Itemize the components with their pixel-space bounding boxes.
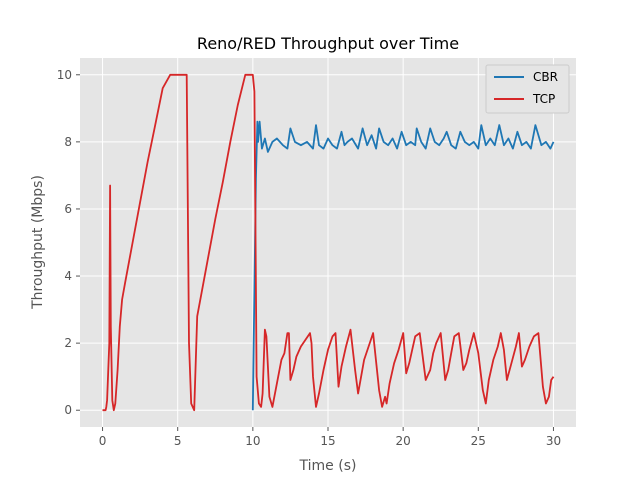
y-tick-label: 10 (57, 68, 72, 82)
x-tick-label: 20 (396, 434, 411, 448)
y-tick-label: 2 (64, 336, 72, 350)
x-tick-label: 5 (174, 434, 182, 448)
y-axis-label: Throughput (Mbps) (30, 175, 46, 310)
legend-label-cbr: CBR (533, 70, 558, 84)
x-tick-label: 0 (99, 434, 107, 448)
x-tick-label: 15 (320, 434, 335, 448)
series-line-tcp (102, 73, 555, 412)
y-tick-label: 0 (64, 403, 72, 417)
legend: CBR TCP (485, 64, 570, 114)
series-line-cbr (251, 120, 555, 411)
legend-label-tcp: TCP (532, 92, 555, 106)
chart-title: Reno/RED Throughput over Time (197, 34, 459, 53)
y-tick-label: 6 (64, 202, 72, 216)
y-tick-label: 8 (64, 135, 72, 149)
series-layer (102, 73, 555, 412)
y-tick-label: 4 (64, 269, 72, 283)
grid-lines (80, 58, 576, 427)
x-axis-label: Time (s) (299, 458, 357, 474)
x-tick-label: 25 (471, 434, 486, 448)
x-tick-label: 30 (546, 434, 561, 448)
y-axis-ticks: 0 2 4 6 8 10 (57, 68, 80, 417)
x-tick-label: 10 (245, 434, 260, 448)
x-axis-ticks: 0 5 10 15 20 25 30 (99, 427, 561, 448)
